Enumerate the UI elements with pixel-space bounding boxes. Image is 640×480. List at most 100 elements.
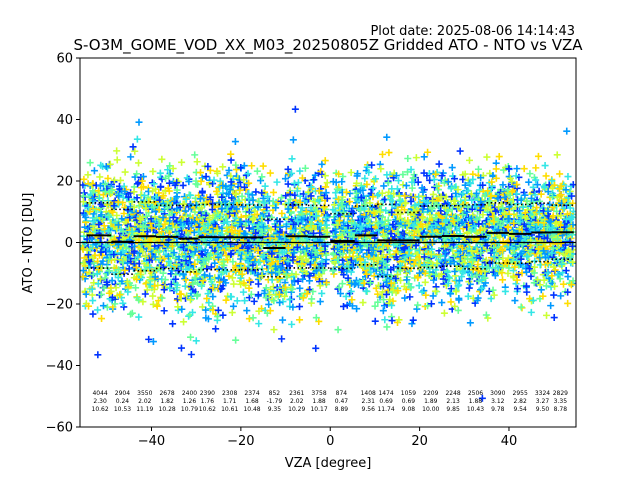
data-point — [158, 155, 166, 163]
data-point — [255, 320, 263, 328]
data-point — [204, 290, 212, 298]
data-point — [160, 307, 168, 315]
data-point — [335, 283, 343, 291]
data-point — [113, 225, 121, 233]
data-point — [278, 209, 286, 217]
data-point — [527, 308, 535, 316]
x-axis-label: VZA [degree] — [285, 456, 372, 471]
data-point — [259, 223, 267, 231]
bin-std-label: 10.48 — [243, 406, 260, 413]
bin-count-label: 1408 — [361, 390, 376, 397]
data-point — [321, 157, 329, 165]
data-point — [138, 177, 146, 185]
data-point — [202, 173, 210, 181]
data-point — [205, 255, 213, 263]
x-tick-label: −20 — [227, 434, 254, 449]
data-point — [80, 273, 87, 281]
data-point — [278, 335, 286, 343]
data-point — [492, 165, 500, 173]
data-point — [89, 297, 97, 305]
data-point — [520, 165, 528, 173]
y-tick-label: −60 — [46, 421, 73, 436]
data-point — [159, 269, 167, 277]
data-point — [179, 200, 187, 208]
data-point — [237, 164, 245, 172]
data-point — [150, 180, 158, 188]
data-point — [187, 227, 195, 235]
data-point — [232, 161, 240, 169]
data-point — [240, 162, 248, 170]
data-point — [186, 191, 194, 199]
bin-mean-label: 1.71 — [223, 398, 237, 405]
data-point — [248, 162, 256, 170]
bin-mean-label: 3.35 — [554, 398, 568, 405]
data-point — [323, 179, 331, 187]
data-point — [227, 178, 235, 186]
data-point — [227, 240, 235, 248]
data-point — [563, 127, 571, 135]
data-point — [166, 284, 174, 292]
data-point — [232, 190, 240, 198]
data-point — [112, 284, 120, 292]
data-point — [485, 287, 493, 295]
y-axis-label: ATO - NTO [DU] — [21, 193, 36, 294]
data-point — [179, 222, 187, 230]
x-tick-label: 0 — [326, 434, 334, 449]
data-point — [84, 251, 92, 259]
data-point — [339, 302, 347, 310]
data-point — [258, 228, 266, 236]
data-point — [105, 189, 113, 196]
data-point — [195, 242, 203, 250]
data-point — [174, 242, 182, 250]
data-point — [227, 156, 235, 164]
data-point — [97, 290, 105, 298]
data-point — [279, 298, 287, 306]
data-point — [525, 178, 533, 186]
data-point — [115, 221, 123, 229]
data-point — [134, 253, 142, 261]
data-point — [111, 249, 119, 257]
data-point — [275, 290, 283, 298]
bin-count-label: 1059 — [401, 390, 416, 397]
data-point — [198, 251, 206, 259]
data-point — [178, 158, 186, 166]
bin-std-label: 11.74 — [377, 406, 394, 413]
data-point — [275, 233, 283, 241]
data-point — [233, 297, 241, 305]
data-point — [465, 284, 473, 292]
data-point — [258, 305, 266, 313]
data-point — [125, 251, 133, 259]
data-point — [261, 182, 269, 190]
bin-std-label: 9.35 — [268, 406, 282, 413]
data-point — [466, 156, 474, 164]
data-point — [151, 282, 159, 290]
data-point — [371, 317, 379, 325]
data-point — [258, 189, 266, 197]
data-point — [107, 207, 115, 215]
y-tick-label: 40 — [56, 113, 73, 128]
bin-count-label: 2209 — [423, 390, 438, 397]
data-point — [243, 204, 251, 212]
data-point — [120, 209, 128, 217]
bin-mean-label: 1.26 — [183, 398, 197, 405]
data-point — [278, 194, 286, 202]
data-point — [262, 294, 270, 302]
data-point — [113, 211, 121, 219]
data-point — [134, 180, 142, 188]
bin-mean-label: 0.24 — [116, 398, 130, 405]
data-point — [383, 133, 391, 141]
data-point — [420, 153, 428, 161]
bin-count-label: 2904 — [115, 390, 130, 397]
data-point — [383, 323, 391, 331]
data-point — [541, 162, 549, 170]
data-point — [157, 183, 165, 191]
data-point — [318, 289, 326, 297]
data-point — [248, 191, 256, 199]
data-point — [237, 255, 245, 263]
data-point — [243, 307, 251, 315]
data-point — [181, 275, 189, 283]
data-point — [409, 316, 417, 324]
data-point — [155, 189, 163, 197]
data-point — [489, 286, 497, 294]
data-point — [115, 192, 123, 200]
